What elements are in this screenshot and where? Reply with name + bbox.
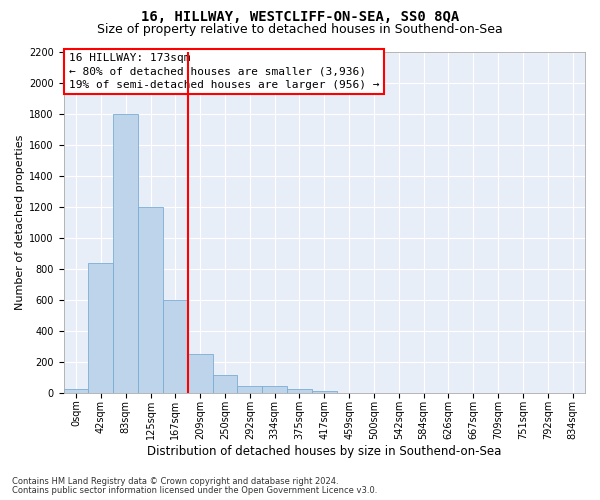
Bar [312,391,337,394]
Bar [212,374,238,394]
Text: Contains public sector information licensed under the Open Government Licence v3: Contains public sector information licen… [12,486,377,495]
Y-axis label: Number of detached properties: Number of detached properties [15,134,25,310]
Bar [262,386,287,394]
Bar [188,354,212,394]
Bar [64,390,88,394]
X-axis label: Distribution of detached houses by size in Southend-on-Sea: Distribution of detached houses by size … [147,444,502,458]
Bar [88,263,113,394]
Text: 16, HILLWAY, WESTCLIFF-ON-SEA, SS0 8QA: 16, HILLWAY, WESTCLIFF-ON-SEA, SS0 8QA [141,10,459,24]
Bar [138,207,163,394]
Bar [287,388,312,394]
Bar [163,300,188,394]
Text: 16 HILLWAY: 173sqm
← 80% of detached houses are smaller (3,936)
19% of semi-deta: 16 HILLWAY: 173sqm ← 80% of detached hou… [69,53,379,90]
Bar [113,114,138,394]
Text: Contains HM Land Registry data © Crown copyright and database right 2024.: Contains HM Land Registry data © Crown c… [12,477,338,486]
Text: Size of property relative to detached houses in Southend-on-Sea: Size of property relative to detached ho… [97,22,503,36]
Bar [238,386,262,394]
